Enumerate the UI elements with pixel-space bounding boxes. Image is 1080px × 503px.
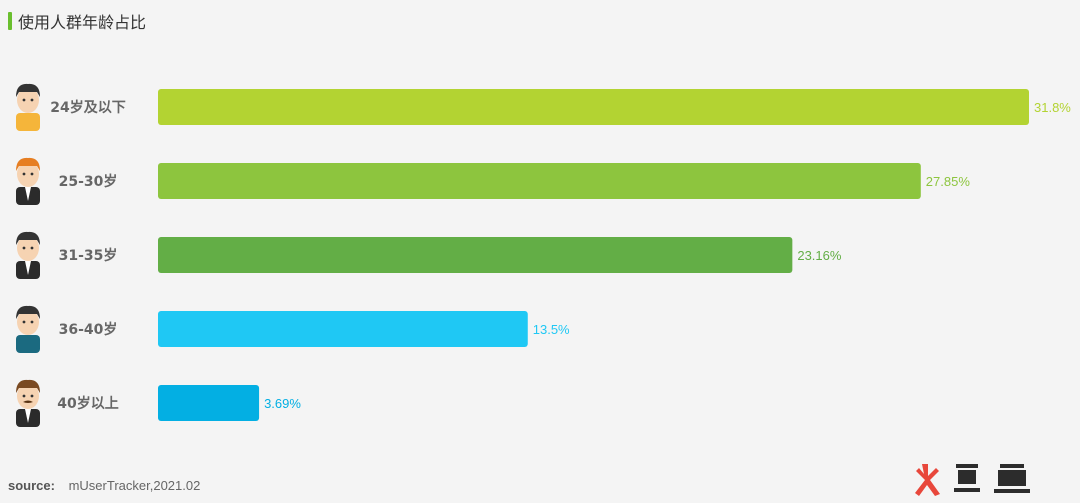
mustache-man-icon xyxy=(16,379,40,427)
value-label: 13.5% xyxy=(533,322,570,337)
category-label: 36-40岁 xyxy=(59,321,118,338)
orange-hair-man-icon xyxy=(16,157,40,205)
source-label: source: xyxy=(8,478,55,493)
value-label: 27.85% xyxy=(926,174,971,189)
title-accent-bar xyxy=(8,12,12,30)
huoliyu-logo xyxy=(915,464,1030,496)
bar xyxy=(158,385,260,421)
category-label: 25-30岁 xyxy=(59,173,118,190)
value-label: 3.69% xyxy=(264,396,301,411)
source-line: source: mUserTracker,2021.02 xyxy=(8,478,200,493)
chart-title-wrap: 使用人群年龄占比 xyxy=(8,10,146,32)
chart-title: 使用人群年龄占比 xyxy=(18,13,147,32)
source-value: mUserTracker,2021.02 xyxy=(68,478,201,493)
value-label: 23.16% xyxy=(797,248,842,263)
bar xyxy=(158,311,528,347)
value-label: 31.8% xyxy=(1034,100,1071,115)
suit-man-icon xyxy=(16,231,40,279)
teal-shirt-man-icon xyxy=(16,305,40,353)
bar xyxy=(158,237,793,273)
bar xyxy=(158,163,921,199)
category-label: 24岁及以下 xyxy=(50,99,125,116)
category-label: 40岁以上 xyxy=(57,395,118,412)
boy-yellow-shirt-icon xyxy=(16,83,40,131)
bar xyxy=(158,89,1029,125)
category-label: 31-35岁 xyxy=(59,247,118,264)
